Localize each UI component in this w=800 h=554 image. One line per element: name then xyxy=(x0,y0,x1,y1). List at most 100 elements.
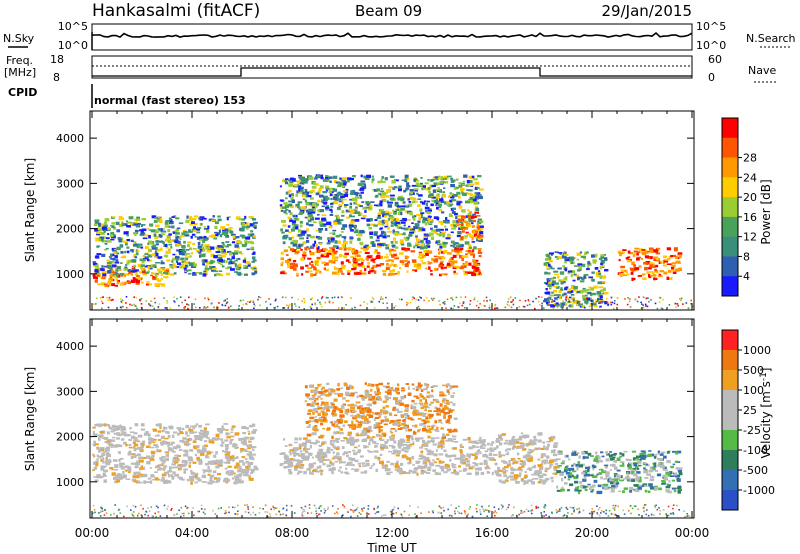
power-echo-cell xyxy=(590,302,592,305)
velocity-echo-cell xyxy=(318,444,323,447)
power-echo-cell xyxy=(93,303,95,305)
velocity-echo-cell xyxy=(174,460,179,464)
velocity-echo-cell xyxy=(165,457,169,461)
velocity-echo-cell xyxy=(401,387,405,389)
power-echo-cell xyxy=(192,243,196,246)
velocity-echo-cell xyxy=(149,480,153,484)
velocity-echo-cell xyxy=(391,389,396,391)
power-echo-cell xyxy=(226,257,231,261)
velocity-echo-cell xyxy=(416,397,420,399)
velocity-echo-cell xyxy=(459,460,463,464)
velocity-echo-cell xyxy=(387,389,392,392)
velocity-echo-cell xyxy=(192,445,197,449)
power-echo-cell xyxy=(252,259,257,262)
velocity-echo-cell xyxy=(401,439,406,443)
power-echo-cell xyxy=(425,245,431,248)
power-echo-cell xyxy=(295,272,299,276)
power-echo-cell xyxy=(467,271,471,274)
velocity-echo-cell xyxy=(445,439,450,442)
power-echo-cell xyxy=(342,255,347,257)
power-echo-cell xyxy=(161,283,165,287)
power-echo-cell xyxy=(107,306,110,309)
power-echo-cell xyxy=(303,301,306,304)
velocity-echo-cell xyxy=(404,416,409,419)
velocity-echo-cell xyxy=(320,388,324,391)
power-echo-cell xyxy=(227,266,232,269)
power-echo-cell xyxy=(207,225,210,229)
power-echo-cell xyxy=(459,244,464,248)
velocity-echo-cell xyxy=(440,427,444,430)
velocity-echo-cell xyxy=(245,460,249,464)
velocity-echo-cell xyxy=(551,480,554,483)
velocity-echo-cell xyxy=(426,395,430,399)
velocity-echo-cell xyxy=(427,466,432,469)
velocity-echo-cell xyxy=(314,415,317,418)
velocity-echo-cell xyxy=(331,443,335,447)
velocity-echo-cell xyxy=(309,442,314,445)
power-echo-cell xyxy=(151,272,154,275)
velocity-echo-cell xyxy=(231,477,234,480)
velocity-echo-cell xyxy=(341,446,345,449)
power-echo-cell xyxy=(401,261,405,266)
power-echo-cell xyxy=(562,252,565,255)
power-echo-cell xyxy=(137,276,142,280)
power-echo-cell xyxy=(135,224,140,228)
power-echo-cell xyxy=(566,256,571,260)
power-echo-cell xyxy=(291,236,295,239)
velocity-echo-cell xyxy=(400,471,406,474)
velocity-echo-cell xyxy=(428,409,432,413)
power-echo-cell xyxy=(568,300,571,303)
velocity-echo-cell xyxy=(134,423,139,427)
velocity-echo-cell xyxy=(380,446,385,449)
velocity-echo-cell xyxy=(93,476,98,478)
power-echo-cell xyxy=(584,300,589,304)
velocity-echo-cell xyxy=(432,424,436,427)
power-echo-cell xyxy=(564,299,567,301)
velocity-echo-cell xyxy=(311,456,314,459)
velocity-echo-cell xyxy=(340,387,343,389)
power-echo-cell xyxy=(222,259,226,263)
velocity-echo-cell xyxy=(139,447,144,451)
power-echo-cell xyxy=(448,260,452,263)
power-echo-cell xyxy=(473,178,478,181)
velocity-echo-cell xyxy=(405,407,409,410)
power-echo-cell xyxy=(389,248,395,252)
velocity-echo-cell xyxy=(323,417,327,421)
velocity-echo-cell xyxy=(293,458,296,462)
power-echo-cell xyxy=(392,186,396,190)
velocity-echo-cell xyxy=(306,403,311,407)
power-echo-cell xyxy=(148,240,152,244)
power-echo-cell xyxy=(220,226,226,230)
velocity-echo-cell xyxy=(121,427,127,431)
power-echo-cell xyxy=(435,196,440,200)
power-echo-cell xyxy=(415,244,419,247)
power-echo-cell xyxy=(671,267,675,270)
velocity-echo-cell xyxy=(336,418,341,421)
power-echo-cell xyxy=(217,254,222,257)
velocity-echo-cell xyxy=(319,459,324,463)
freq-label-line2: [MHz] xyxy=(4,66,36,79)
power-echo-cell xyxy=(428,261,433,264)
velocity-echo-cell xyxy=(546,445,550,448)
velocity-echo-cell xyxy=(141,443,145,447)
power-echo-cell xyxy=(343,247,347,251)
power-echo-cell xyxy=(475,304,478,307)
velocity-echo-cell xyxy=(160,443,164,446)
power-echo-cell xyxy=(308,176,314,180)
power-echo-cell xyxy=(154,216,159,219)
velocity-echo-cell xyxy=(313,400,317,402)
velocity-echo-cell xyxy=(442,398,447,402)
power-echo-cell xyxy=(424,222,428,226)
velocity-echo-cell xyxy=(234,476,240,480)
power-echo-cell xyxy=(381,219,386,224)
velocity-echo-cell xyxy=(245,465,249,469)
velocity-echo-cell xyxy=(338,431,344,435)
power-echo-cell xyxy=(675,306,677,309)
power-echo-cell xyxy=(421,239,424,243)
power-echo-cell xyxy=(460,265,465,268)
power-echo-cell xyxy=(137,263,141,267)
power-echo-cell xyxy=(430,203,434,207)
velocity-echo-cell xyxy=(291,448,297,451)
power-echo-cell xyxy=(551,298,553,301)
power-echo-cell xyxy=(452,244,455,248)
